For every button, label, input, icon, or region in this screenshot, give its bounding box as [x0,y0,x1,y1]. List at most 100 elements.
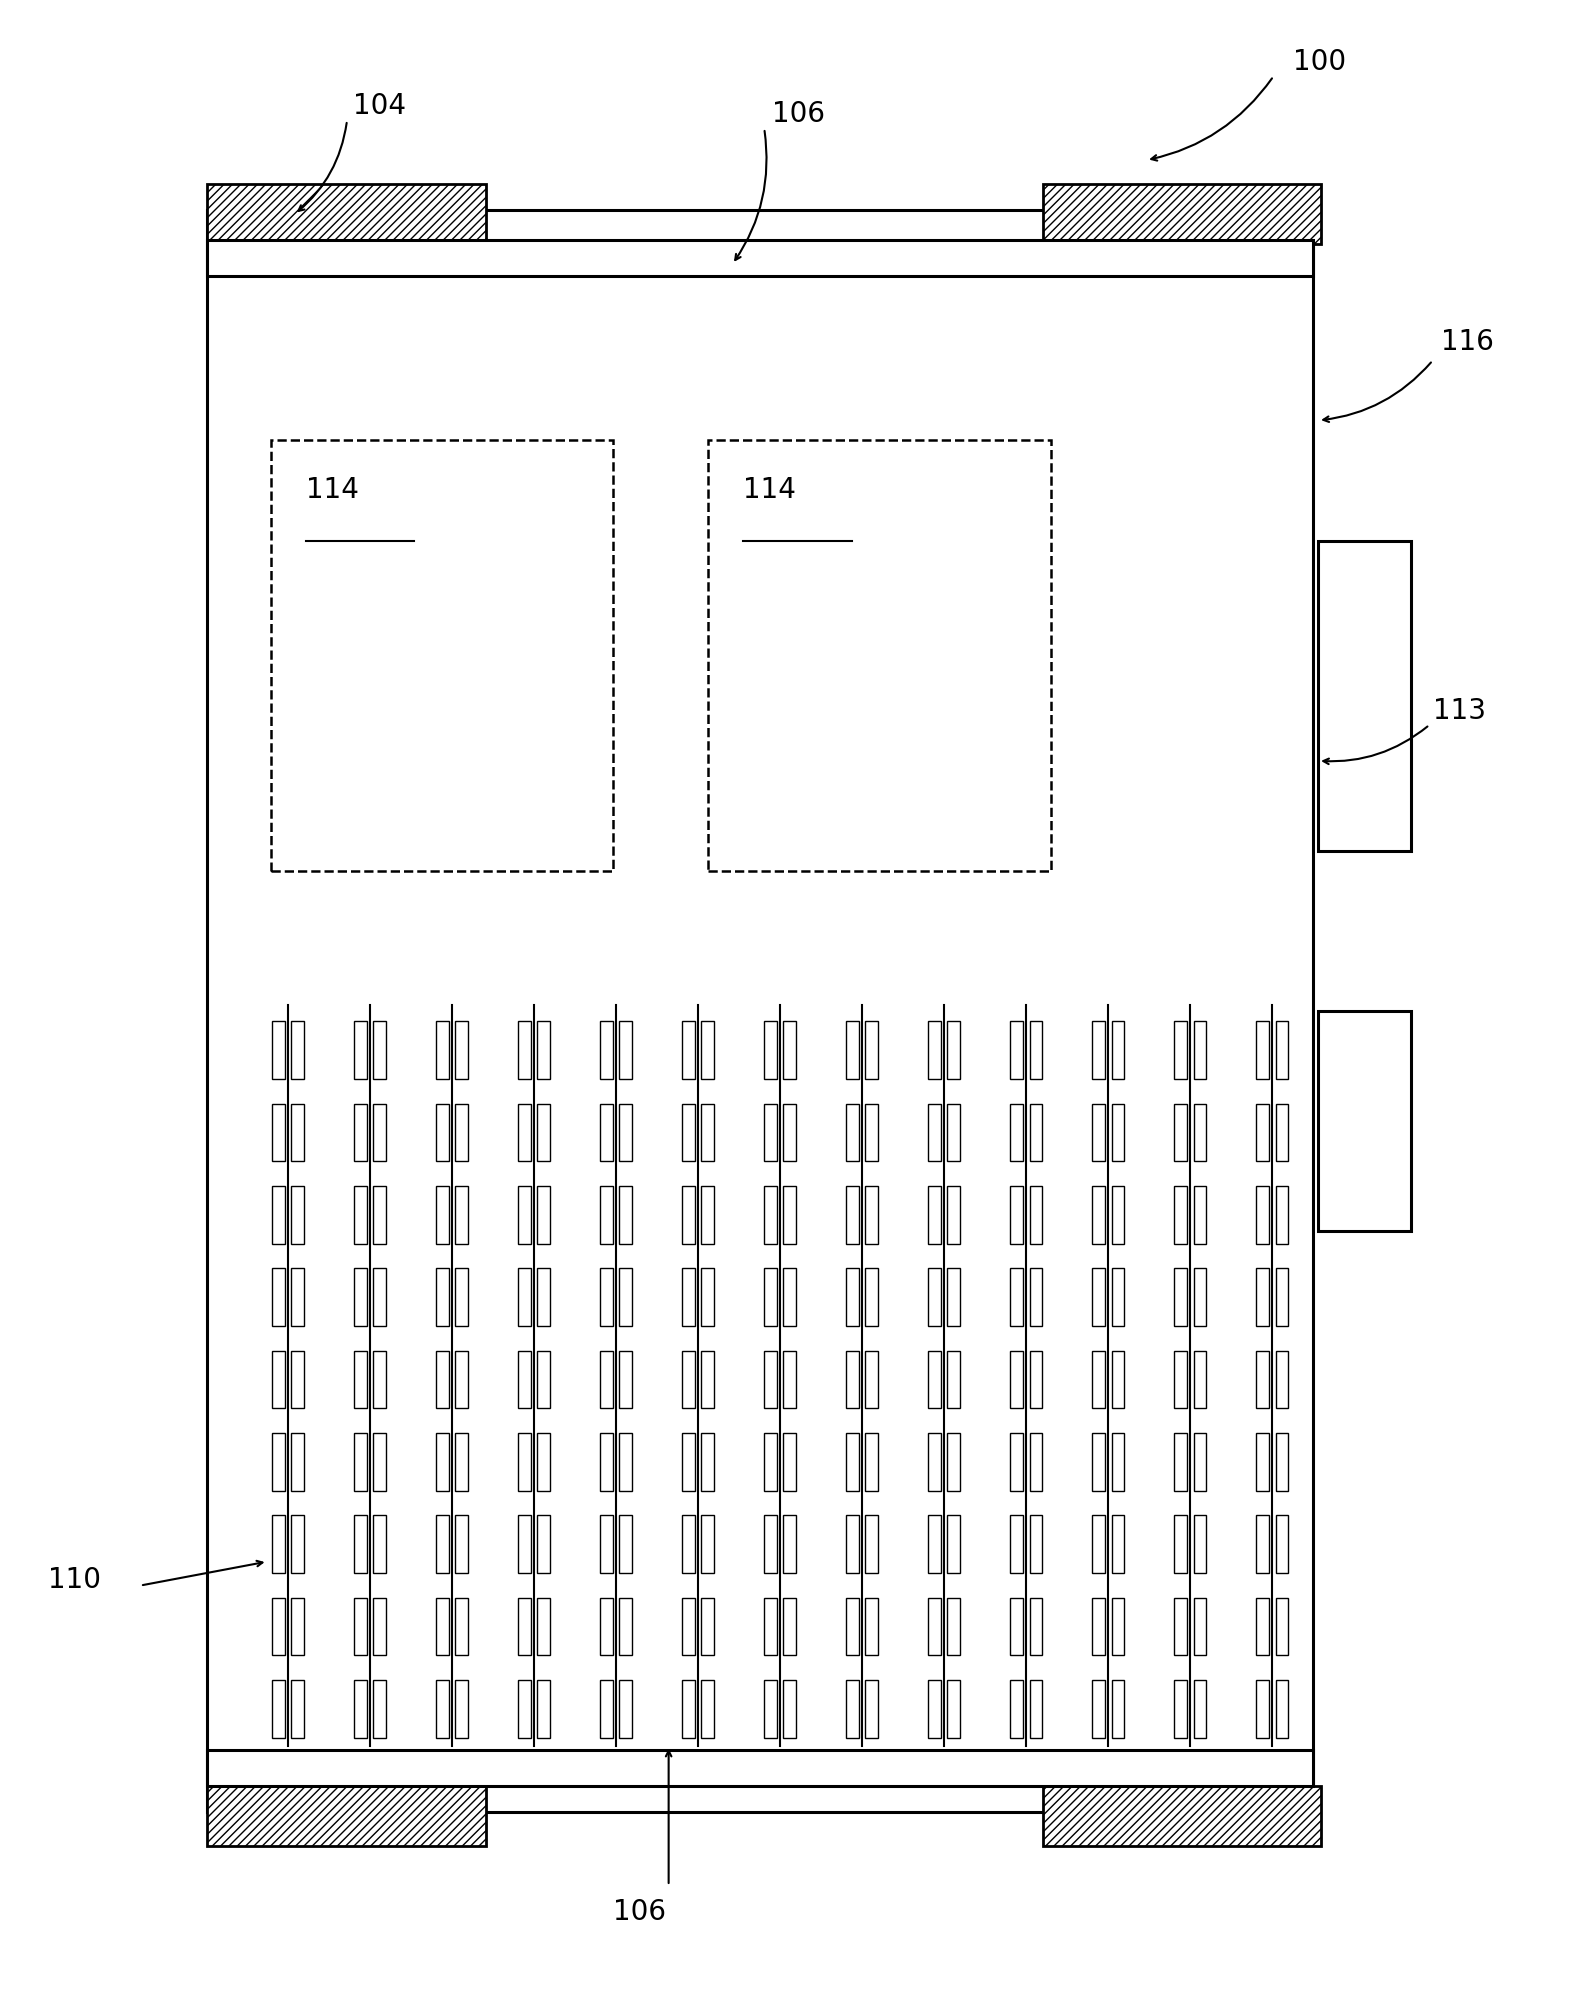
Bar [702,1185,715,1243]
Bar [764,1598,777,1656]
Bar [1275,1598,1288,1656]
Bar [353,1021,366,1079]
Bar [1030,1516,1043,1574]
Bar [373,1598,385,1656]
Bar [783,1269,796,1325]
Bar [928,1351,941,1407]
Bar [517,1516,530,1574]
Bar [1194,1351,1207,1407]
Bar [702,1516,715,1574]
Bar [1092,1433,1105,1491]
Bar [207,1750,1313,1786]
Bar [1194,1516,1207,1574]
Bar [600,1516,613,1574]
Bar [947,1680,960,1738]
Bar [1011,1269,1024,1325]
Bar [272,1433,285,1491]
Bar [353,1185,366,1243]
Bar [764,1269,777,1325]
Bar [537,1598,549,1656]
Bar [783,1433,796,1491]
Bar [702,1269,715,1325]
Bar [537,1680,549,1738]
Bar [783,1516,796,1574]
Bar [866,1185,879,1243]
Bar [537,1269,549,1325]
Bar [1275,1269,1288,1325]
Bar [681,1269,694,1325]
Bar [1030,1103,1043,1161]
Bar [681,1516,694,1574]
Bar [947,1103,960,1161]
Bar [537,1351,549,1407]
Bar [845,1103,858,1161]
Bar [947,1185,960,1243]
Bar [845,1516,858,1574]
Bar [1175,1351,1188,1407]
Bar [1030,1598,1043,1656]
Bar [1256,1680,1269,1738]
Bar [207,184,486,244]
Bar [436,1269,449,1325]
Bar [1175,1598,1188,1656]
Bar [1092,1351,1105,1407]
Bar [764,1516,777,1574]
Bar [600,1185,613,1243]
Bar [702,1598,715,1656]
Bar [600,1433,613,1491]
Bar [947,1598,960,1656]
Bar [681,1433,694,1491]
Text: 100: 100 [1293,48,1345,76]
Bar [845,1351,858,1407]
Bar [866,1433,879,1491]
Bar [1011,1433,1024,1491]
Text: 104: 104 [353,92,406,120]
Bar [1194,1269,1207,1325]
Bar [866,1680,879,1738]
Bar [928,1103,941,1161]
Text: 106: 106 [772,100,825,128]
Bar [928,1433,941,1491]
Bar [928,1598,941,1656]
Bar [928,1680,941,1738]
Bar [866,1103,879,1161]
Bar [708,440,1051,871]
Bar [373,1680,385,1738]
Bar [373,1351,385,1407]
Bar [291,1516,304,1574]
Bar [537,1103,549,1161]
Bar [928,1021,941,1079]
Bar [1318,541,1411,851]
Bar [272,1269,285,1325]
Bar [1275,1021,1288,1079]
Bar [681,1351,694,1407]
Bar [291,1433,304,1491]
Bar [764,1433,777,1491]
Bar [1256,1021,1269,1079]
Bar [1175,1433,1188,1491]
Bar [947,1433,960,1491]
Bar [436,1021,449,1079]
Bar [455,1185,468,1243]
Bar [845,1680,858,1738]
Bar [373,1433,385,1491]
Bar [1175,1516,1188,1574]
Bar [1175,1269,1188,1325]
Bar [207,1786,486,1846]
Bar [600,1680,613,1738]
Bar [702,1680,715,1738]
Bar [455,1680,468,1738]
Bar [764,1351,777,1407]
Bar [928,1269,941,1325]
Bar [600,1103,613,1161]
Bar [436,1185,449,1243]
Bar [1043,184,1321,244]
Bar [1256,1516,1269,1574]
Bar [291,1680,304,1738]
Bar [1256,1598,1269,1656]
Bar [928,1185,941,1243]
Bar [436,1680,449,1738]
Bar [947,1351,960,1407]
Bar [1111,1103,1124,1161]
Bar [1011,1021,1024,1079]
